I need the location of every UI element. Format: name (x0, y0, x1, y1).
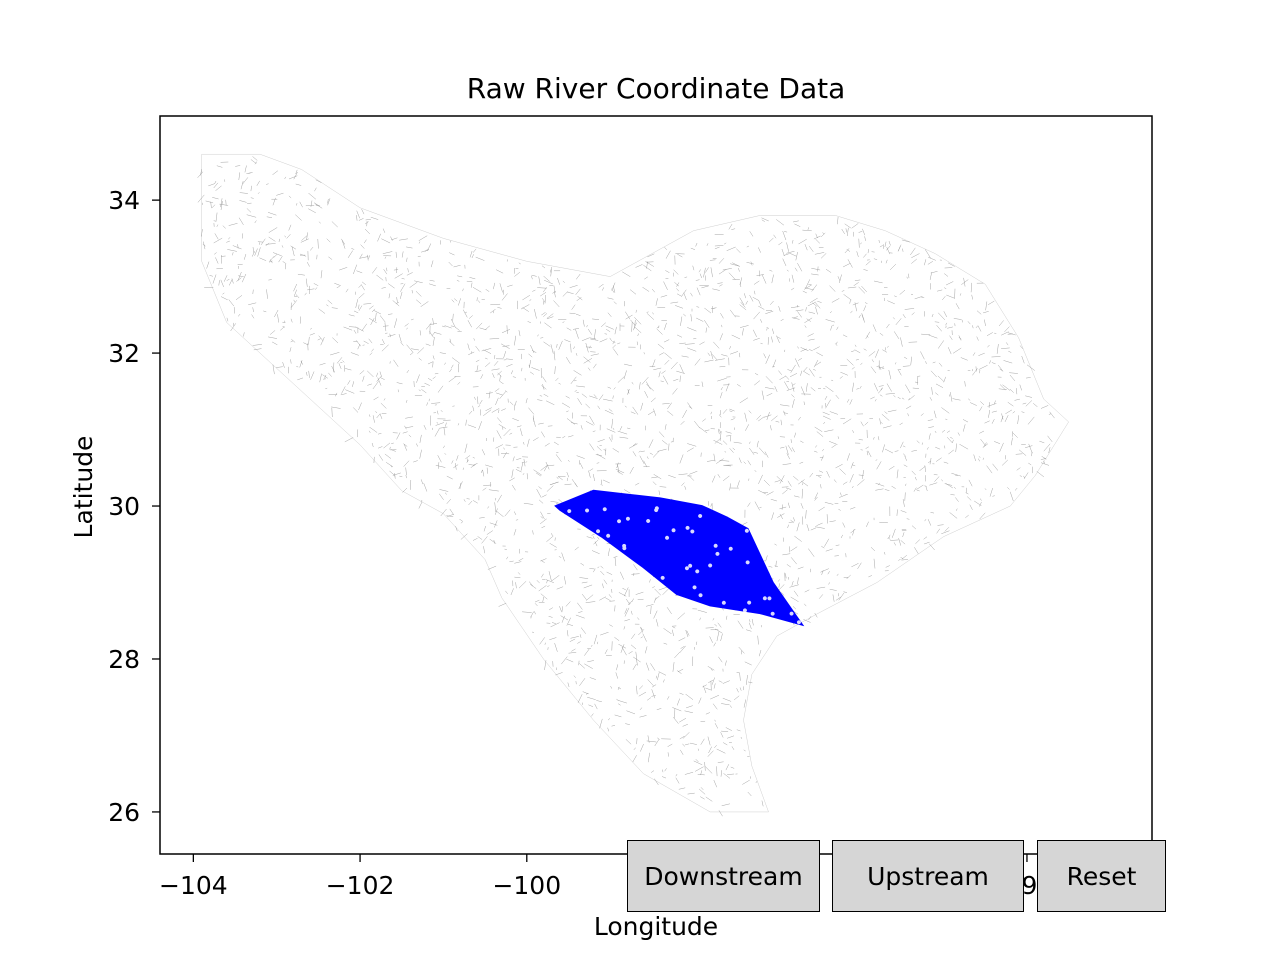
y-axis-label: Latitude (69, 436, 98, 539)
y-tick-label: 26 (108, 798, 140, 827)
river-segments (197, 156, 1055, 817)
x-tick-label: −102 (326, 871, 395, 900)
plot-area[interactable] (197, 154, 1069, 817)
y-tick-label: 34 (108, 186, 140, 215)
selected-river-network (554, 489, 805, 627)
chart-title: Raw River Coordinate Data (467, 72, 846, 105)
y-tick-label: 28 (108, 645, 140, 674)
downstream-button[interactable]: Downstream (627, 840, 820, 912)
x-axis-label: Longitude (594, 912, 718, 941)
network-outline (201, 154, 1069, 813)
upstream-button[interactable]: Upstream (832, 840, 1024, 912)
background-river-network (197, 154, 1069, 817)
selected-basin-area (554, 489, 805, 627)
x-tick-label: −104 (159, 871, 228, 900)
y-axis: 26 28 30 32 34 (108, 186, 160, 827)
reset-button[interactable]: Reset (1037, 840, 1166, 912)
y-tick-label: 30 (108, 492, 140, 521)
x-tick-label: −100 (492, 871, 561, 900)
y-tick-label: 32 (108, 339, 140, 368)
